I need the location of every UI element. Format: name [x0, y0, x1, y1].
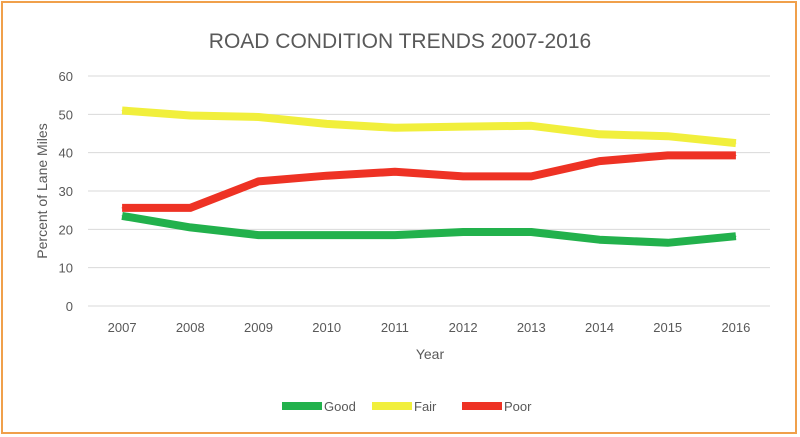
- data-point-fair: [394, 127, 396, 129]
- data-point-good: [462, 231, 464, 233]
- y-axis-ticks: 0 10 20 30 40 50 60: [59, 69, 73, 314]
- data-point-good: [258, 234, 259, 236]
- data-point-poor: [326, 175, 328, 177]
- data-point-poor: [735, 154, 737, 156]
- y-tick-label: 30: [59, 184, 73, 199]
- x-tick-label: 2010: [312, 320, 341, 335]
- x-tick-label: 2011: [381, 320, 409, 335]
- series-line-good: [121, 211, 737, 247]
- data-point-good: [189, 226, 191, 228]
- data-point-fair: [667, 135, 669, 137]
- legend-label-poor: Poor: [504, 399, 532, 414]
- data-point-fair: [189, 114, 191, 116]
- x-tick-label: 2014: [585, 320, 614, 335]
- x-tick-label: 2009: [244, 320, 273, 335]
- data-point-poor: [599, 160, 600, 162]
- legend-label-good: Good: [324, 399, 356, 414]
- series-line-fair: [121, 106, 737, 148]
- series-lines: [121, 106, 737, 247]
- data-point-poor: [530, 175, 532, 177]
- data-point-good: [326, 234, 328, 236]
- x-tick-label: 2013: [517, 320, 546, 335]
- x-tick-label: 2016: [721, 320, 750, 335]
- gridlines: [88, 75, 770, 307]
- data-point-good: [667, 242, 669, 244]
- data-point-poor: [462, 175, 464, 177]
- data-point-poor: [189, 207, 191, 209]
- x-axis-ticks: 2007 2008 2009 2010 2011 2012 2013 2014 2015 2016: [108, 320, 751, 335]
- y-tick-label: 0: [66, 299, 73, 314]
- data-point-good: [121, 215, 123, 217]
- x-axis-label: Year: [416, 346, 445, 362]
- data-point-fair: [599, 133, 600, 135]
- data-point-poor: [394, 171, 396, 173]
- x-tick-label: 2015: [653, 320, 682, 335]
- data-point-fair: [530, 125, 532, 127]
- y-tick-label: 20: [59, 222, 73, 237]
- data-point-poor: [258, 180, 259, 182]
- x-tick-label: 2012: [449, 320, 478, 335]
- data-point-good: [530, 231, 532, 233]
- y-tick-label: 40: [59, 146, 73, 161]
- chart-title: ROAD CONDITION TRENDS 2007-2016: [209, 30, 591, 53]
- data-point-poor: [667, 154, 669, 156]
- data-point-fair: [735, 142, 737, 144]
- y-tick-label: 60: [59, 69, 73, 84]
- data-point-fair: [258, 116, 259, 118]
- data-point-fair: [462, 126, 464, 128]
- y-tick-label: 10: [59, 261, 73, 276]
- data-point-fair: [326, 123, 328, 125]
- series-line-poor: [122, 151, 736, 212]
- y-axis-label: Percent of Lane Miles: [34, 123, 50, 258]
- x-tick-label: 2007: [108, 320, 137, 335]
- data-point-good: [735, 235, 737, 237]
- legend: Good Fair Poor: [282, 399, 532, 414]
- data-point-poor: [121, 207, 123, 209]
- data-point-good: [394, 234, 396, 236]
- data-point-fair: [121, 110, 123, 111]
- y-tick-label: 50: [59, 107, 73, 122]
- legend-label-fair: Fair: [414, 399, 437, 414]
- data-point-good: [599, 239, 600, 241]
- x-tick-label: 2008: [176, 320, 205, 335]
